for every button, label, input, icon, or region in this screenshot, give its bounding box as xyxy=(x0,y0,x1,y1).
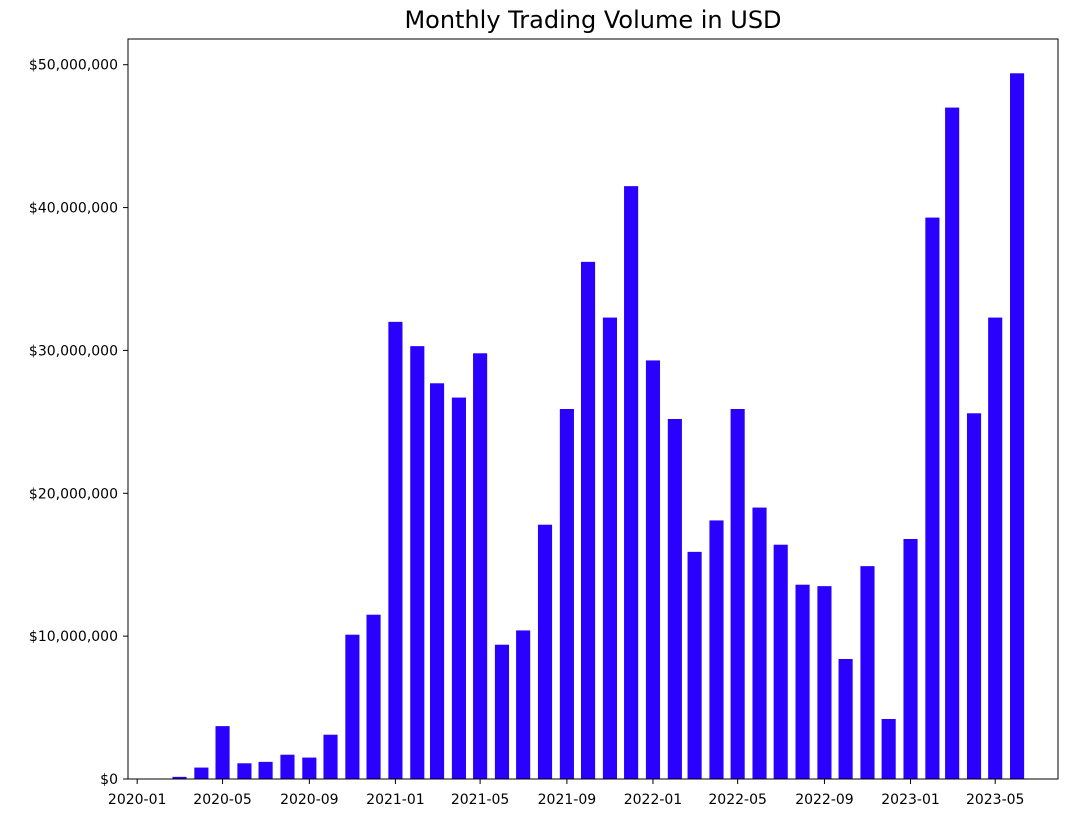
bar-2020-09 xyxy=(302,757,317,779)
bar-2021-07 xyxy=(516,630,531,779)
bar-2021-10 xyxy=(581,261,596,779)
bar-2020-12 xyxy=(366,614,381,779)
bar-2021-02 xyxy=(410,346,425,779)
bar-2021-08 xyxy=(537,524,553,779)
bar-2020-03 xyxy=(172,776,187,779)
bar-2022-08 xyxy=(795,584,810,779)
y-tick-label: $0 xyxy=(100,772,118,788)
bar-2020-11 xyxy=(345,634,360,779)
bar-2022-01 xyxy=(645,360,661,779)
x-tick-label: 2021-05 xyxy=(451,792,510,808)
bar-2023-01 xyxy=(903,539,918,779)
bar-2020-06 xyxy=(237,763,252,779)
bar-2021-01 xyxy=(388,321,403,779)
bar-2020-08 xyxy=(280,754,295,779)
x-tick-label: 2023-01 xyxy=(881,792,940,808)
x-tick-label: 2022-01 xyxy=(624,792,683,808)
bar-2022-12 xyxy=(881,719,896,779)
x-tick-label: 2023-05 xyxy=(966,792,1025,808)
y-tick-label: $10,000,000 xyxy=(29,629,118,645)
bar-2023-02 xyxy=(925,217,940,779)
bar-2023-06 xyxy=(1010,73,1025,780)
x-tick-label: 2021-09 xyxy=(538,792,597,808)
bar-2021-06 xyxy=(494,644,510,779)
bar-2020-10 xyxy=(323,734,338,779)
y-tick-label: $50,000,000 xyxy=(29,58,118,74)
bar-2022-07 xyxy=(773,544,788,779)
x-tick-label: 2022-05 xyxy=(708,792,767,808)
chart-title: Monthly Trading Volume in USD xyxy=(404,6,781,34)
bar-2021-09 xyxy=(559,409,574,779)
bar-2023-03 xyxy=(945,107,960,779)
bar-2022-04 xyxy=(709,520,724,779)
bar-2021-05 xyxy=(473,353,488,779)
bar-2022-10 xyxy=(838,659,853,779)
x-axis: 2020-01 2020-05 2020-09 2021-01 2021-05 2021-… xyxy=(108,779,1025,808)
bar-2020-05 xyxy=(215,726,230,779)
bar-2021-03 xyxy=(430,383,445,779)
bar-2022-06 xyxy=(752,507,767,779)
x-tick-label: 2020-01 xyxy=(108,792,167,808)
bar-2022-02 xyxy=(667,419,682,779)
bar-2021-04 xyxy=(451,397,466,779)
bar-2021-11 xyxy=(602,317,617,779)
x-tick-label: 2021-01 xyxy=(366,792,425,808)
y-tick-label: $20,000,000 xyxy=(29,486,118,502)
plot-frame xyxy=(127,38,1059,780)
x-tick-label: 2020-09 xyxy=(280,792,339,808)
bar-2020-07 xyxy=(258,761,273,779)
y-axis: $0 $10,000,000 $20,000,000 $30,000,000 $40,0… xyxy=(29,58,128,788)
y-tick-label: $30,000,000 xyxy=(29,343,118,359)
bar-2022-03 xyxy=(687,551,702,779)
bar-2022-09 xyxy=(817,586,832,779)
y-tick-label: $40,000,000 xyxy=(29,201,118,217)
bar-group xyxy=(172,73,1025,780)
bar-2022-11 xyxy=(860,566,875,779)
bar-2021-12 xyxy=(624,186,639,779)
bar-2023-05 xyxy=(988,317,1003,779)
x-tick-label: 2020-05 xyxy=(193,792,252,808)
x-tick-label: 2022-09 xyxy=(795,792,854,808)
bar-2022-05 xyxy=(730,409,745,779)
bar-2020-04 xyxy=(194,767,209,779)
bar-2023-04 xyxy=(966,413,982,779)
